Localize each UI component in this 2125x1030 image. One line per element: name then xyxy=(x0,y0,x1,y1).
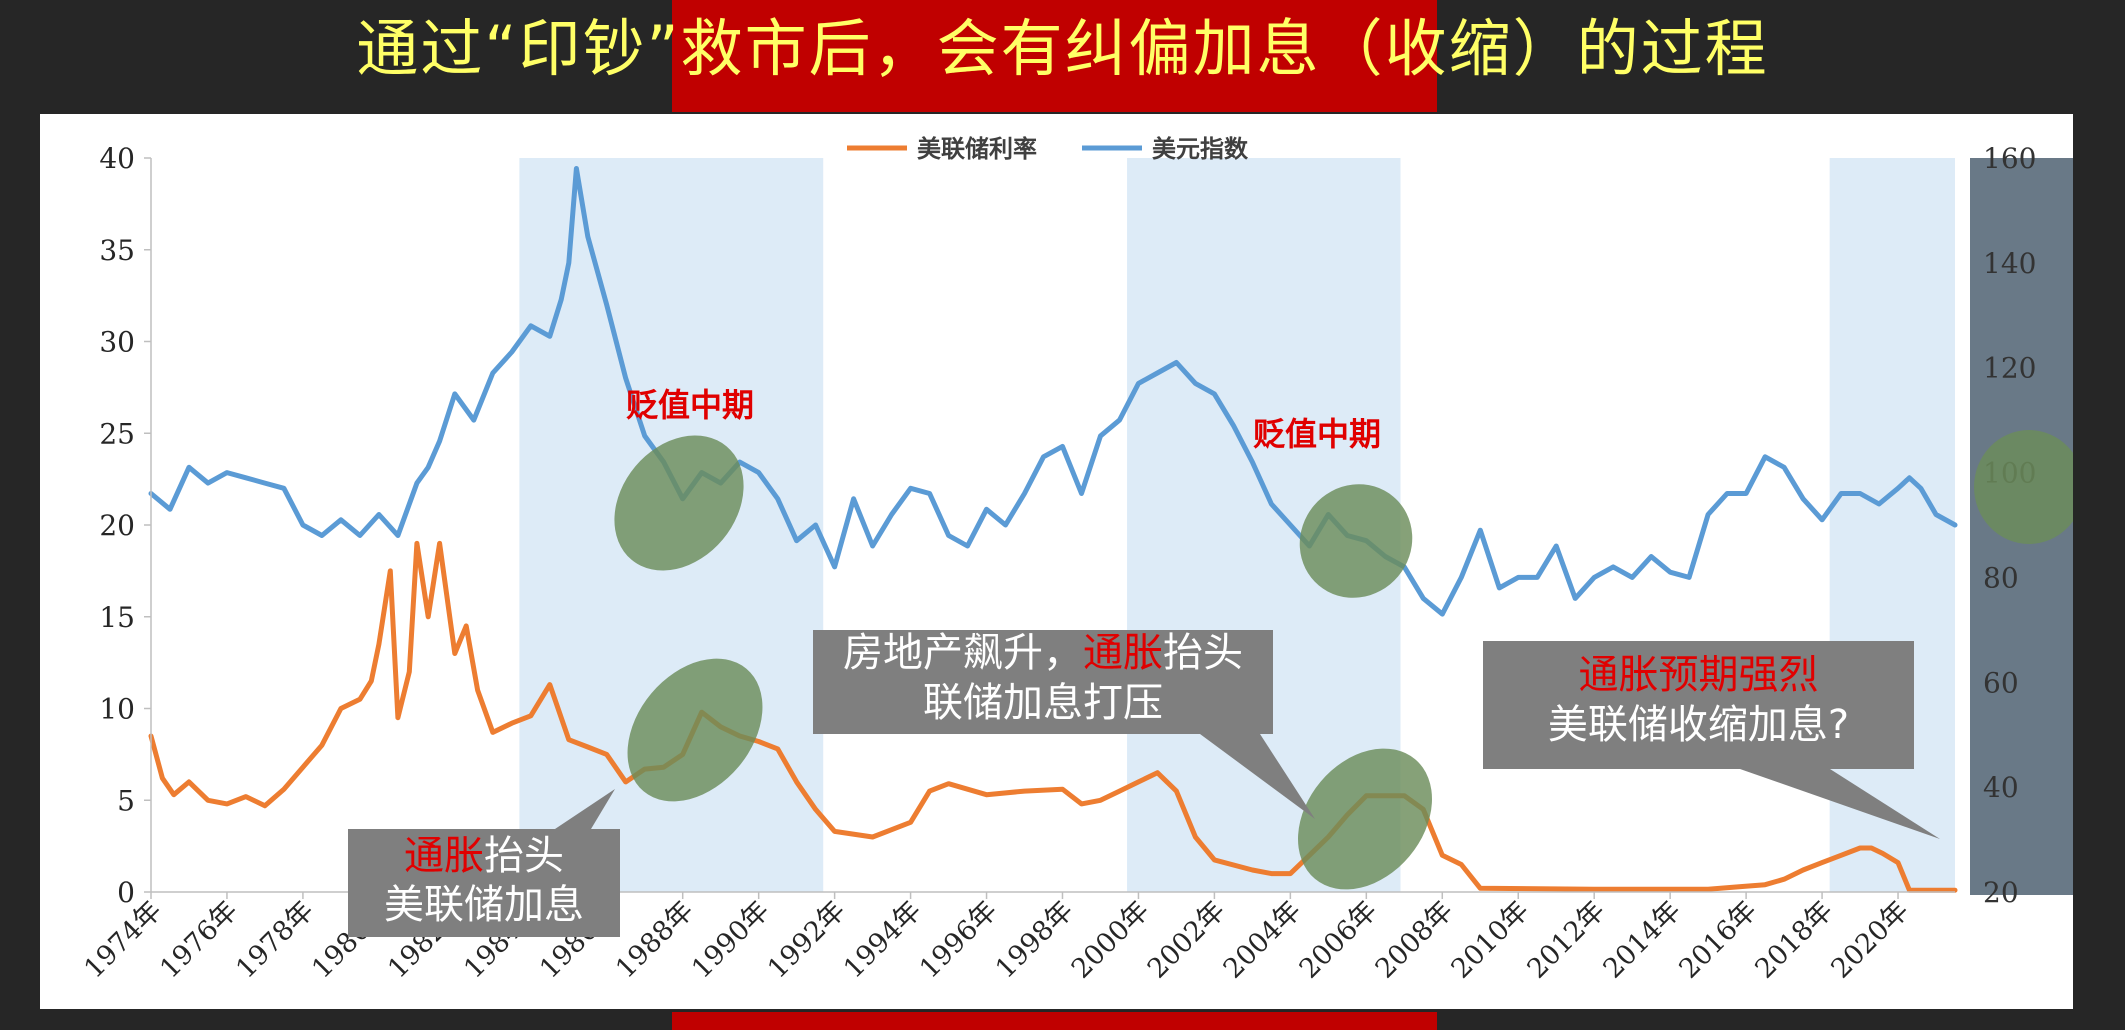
x-axis-tick-label: 2010年 xyxy=(1446,895,1536,985)
shaded-period xyxy=(1829,158,1955,892)
x-axis-tick-label: 2014年 xyxy=(1598,895,1688,985)
right-axis-tick-label: 80 xyxy=(1983,561,2019,594)
x-axis-tick-label: 1978年 xyxy=(230,895,320,985)
x-axis-tick-label: 2004年 xyxy=(1218,895,1308,985)
highlight-ellipse xyxy=(627,658,763,802)
right-axis-tick-label: 160 xyxy=(1983,142,2036,175)
callout-text: 通胀预期强烈 xyxy=(1579,652,1819,698)
left-axis-tick-label: 5 xyxy=(117,784,135,817)
fed-rate-line xyxy=(148,540,1958,893)
highlight-ellipse xyxy=(1299,484,1413,598)
callout-text-segment: 联储加息打压 xyxy=(923,680,1163,726)
slide-title-part1: 通过“印钞” xyxy=(356,12,681,85)
title-red-band xyxy=(672,0,1437,112)
left-axis-tick-label: 30 xyxy=(99,326,135,359)
callout-pointer xyxy=(540,789,615,839)
depreciation-label-1: 贬值中期 xyxy=(626,386,754,424)
highlight-ellipse xyxy=(1974,430,2073,544)
right-axis-tick-label: 40 xyxy=(1983,771,2019,804)
slide-title-part2: 救市后，会有纠偏加息（收缩）的过程 xyxy=(680,12,1769,85)
x-axis-tick-label: 2006年 xyxy=(1294,895,1384,985)
highlight-ellipse xyxy=(1298,748,1432,890)
legend-label: 美元指数 xyxy=(1152,135,1249,163)
slide-title: 通过“印钞”救市后，会有纠偏加息（收缩）的过程 xyxy=(0,4,2125,94)
right-axis-tick-label: 20 xyxy=(1983,876,2019,909)
right-axis-tick-label: 140 xyxy=(1983,247,2036,280)
left-axis-tick-label: 35 xyxy=(99,234,135,267)
x-axis-tick-label: 2018年 xyxy=(1749,895,1839,985)
highlight-ellipse xyxy=(614,435,744,571)
x-axis-tick-label: 1994年 xyxy=(838,895,928,985)
callout-box xyxy=(348,829,620,937)
left-axis-tick-label: 10 xyxy=(99,693,135,726)
callout-box xyxy=(1483,641,1914,769)
x-axis-tick-label: 1996年 xyxy=(914,895,1004,985)
callout-box xyxy=(813,630,1273,734)
left-axis-tick-label: 40 xyxy=(99,142,135,175)
bottom-red-band xyxy=(672,1012,1437,1030)
callout-text-segment: 美联储加息 xyxy=(384,882,584,928)
left-axis-tick-label: 15 xyxy=(99,601,135,634)
x-axis-tick-label: 1990年 xyxy=(686,895,776,985)
x-axis-tick-label: 2002年 xyxy=(1142,895,1232,985)
callout-text-segment: 抬头 xyxy=(484,833,564,879)
x-axis-tick-label: 1976年 xyxy=(154,895,244,985)
legend-fed-rate: 美联储利率 xyxy=(847,135,1037,163)
dollar-index-line xyxy=(148,166,1958,617)
x-axis-tick-label: 1988年 xyxy=(610,895,700,985)
x-axis-tick-label: 2016年 xyxy=(1673,895,1763,985)
x-axis-tick-label: 2008年 xyxy=(1370,895,1460,985)
left-axis-tick-label: 25 xyxy=(99,417,135,450)
x-axis-tick-label: 1992年 xyxy=(762,895,852,985)
callout-text: 通胀抬头 xyxy=(404,833,564,879)
callout-text: 美联储加息 xyxy=(384,882,584,928)
x-axis-tick-label: 2020年 xyxy=(1825,895,1915,985)
depreciation-label-2: 贬值中期 xyxy=(1253,415,1381,453)
right-axis-tick-label: 60 xyxy=(1983,666,2019,699)
x-axis-tick-label: 1998年 xyxy=(990,895,1080,985)
left-axis-tick-label: 0 xyxy=(117,876,135,909)
callout-highlight-word: 通胀预期强烈 xyxy=(1579,652,1819,698)
callout-text-segment: 抬头 xyxy=(1163,630,1243,676)
callout-text: 美联储收缩加息? xyxy=(1548,702,1849,748)
right-axis-tick-label: 120 xyxy=(1983,352,2036,385)
chart: 0510152025303540204060801001201401601974… xyxy=(78,135,2073,985)
callout-highlight-word: 通胀 xyxy=(404,833,484,879)
callout-text-segment: 美联储收缩加息? xyxy=(1548,702,1849,748)
x-axis-tick-label: 2000年 xyxy=(1066,895,1156,985)
legend-label: 美联储利率 xyxy=(917,135,1037,163)
callout-highlight-word: 通胀 xyxy=(1083,630,1163,676)
legend-dollar-index: 美元指数 xyxy=(1082,135,1249,163)
left-axis-tick-label: 20 xyxy=(99,509,135,542)
callout-pointer xyxy=(1740,769,1940,839)
callout-text-segment: 房地产飙升， xyxy=(843,630,1083,676)
callout-text: 联储加息打压 xyxy=(923,680,1163,726)
callout-pointer xyxy=(1200,734,1315,819)
x-axis-tick-label: 2012年 xyxy=(1522,895,1612,985)
chart-panel: 0510152025303540204060801001201401601974… xyxy=(40,114,2073,1009)
callout-text: 房地产飙升，通胀抬头 xyxy=(843,630,1243,676)
